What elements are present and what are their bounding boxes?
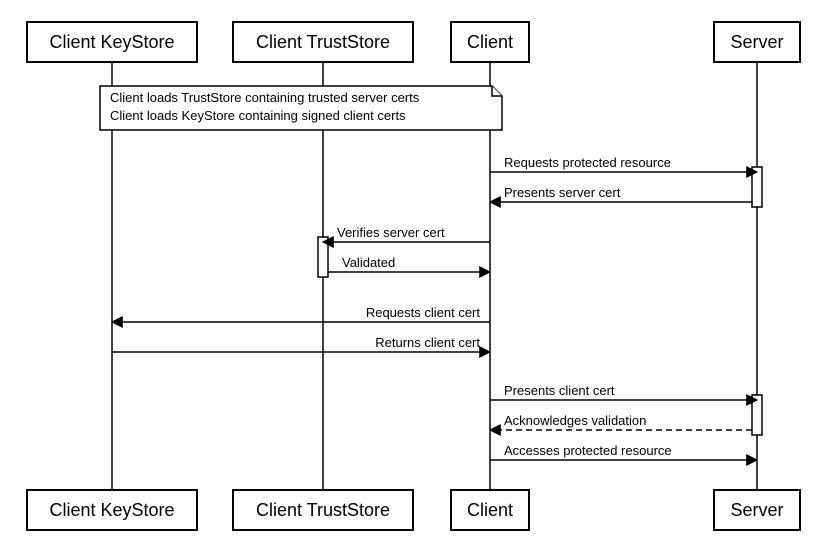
message-label: Returns client cert — [375, 335, 480, 350]
participant-label-client: Client — [467, 500, 513, 520]
message-label: Presents server cert — [504, 185, 621, 200]
note-line: Client loads KeyStore containing signed … — [110, 108, 406, 123]
note-fold — [492, 86, 502, 96]
activation-server — [752, 167, 762, 207]
message-label: Requests client cert — [366, 305, 481, 320]
message-label: Requests protected resource — [504, 155, 671, 170]
participant-label-keystore: Client KeyStore — [49, 32, 174, 52]
message-label: Presents client cert — [504, 383, 615, 398]
message-label: Validated — [342, 255, 395, 270]
participant-label-client: Client — [467, 32, 513, 52]
participant-label-server: Server — [730, 500, 783, 520]
message-label: Verifies server cert — [337, 225, 445, 240]
participant-label-server: Server — [730, 32, 783, 52]
activation-truststore — [318, 237, 328, 277]
message-label: Accesses protected resource — [504, 443, 672, 458]
note-line: Client loads TrustStore containing trust… — [110, 90, 420, 105]
message-label: Acknowledges validation — [504, 413, 646, 428]
participant-label-truststore: Client TrustStore — [256, 32, 390, 52]
activation-server — [752, 395, 762, 435]
sequence-diagram: Client loads TrustStore containing trust… — [0, 0, 838, 546]
participant-label-truststore: Client TrustStore — [256, 500, 390, 520]
participant-label-keystore: Client KeyStore — [49, 500, 174, 520]
